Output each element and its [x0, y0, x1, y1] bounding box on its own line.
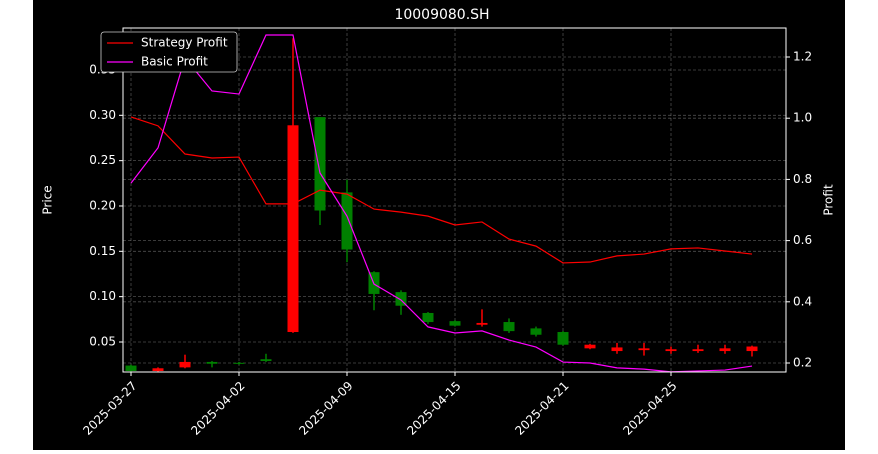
candle-body	[395, 292, 407, 306]
candle-body	[503, 322, 515, 332]
candle-body	[611, 347, 623, 352]
candle-body	[233, 362, 245, 364]
legend-label: Strategy Profit	[141, 36, 228, 50]
chart-title: 10009080.SH	[394, 7, 489, 23]
candle-body	[665, 349, 677, 352]
candle-body	[584, 344, 596, 349]
profit-line	[130, 34, 753, 373]
y-tick-label: 0.15	[89, 244, 116, 258]
candle-body	[692, 349, 704, 352]
legend-label: Basic Profit	[141, 55, 208, 69]
y-tick-label: 0.30	[89, 108, 116, 122]
candle-body	[287, 125, 299, 333]
candle-body	[125, 365, 137, 372]
candle-body	[638, 348, 650, 351]
y2-tick-label: 0.4	[793, 294, 812, 308]
candle-body	[422, 312, 434, 323]
candle-body	[179, 361, 191, 368]
candle-body	[314, 117, 326, 211]
candle-body	[260, 359, 272, 362]
figure-background	[33, 0, 845, 450]
y2-tick-label: 1.0	[793, 111, 812, 125]
candle-body	[746, 346, 758, 352]
y2-tick-label: 0.8	[793, 172, 812, 186]
y2-tick-label: 0.2	[793, 356, 812, 370]
candle-body	[449, 321, 461, 326]
axes-frame	[122, 27, 787, 373]
legend-box	[100, 31, 238, 73]
y2-tick-label: 1.2	[793, 50, 812, 64]
y-tick-label: 0.10	[89, 289, 116, 303]
y-axis-label: Price	[41, 185, 55, 214]
candle-body	[152, 368, 164, 372]
candle-body	[476, 322, 488, 325]
y-tick-label: 0.20	[89, 198, 116, 212]
candle-body	[530, 328, 542, 335]
profit-line	[130, 116, 753, 264]
y2-tick-label: 0.6	[793, 233, 812, 247]
candle-body	[341, 192, 353, 250]
y2-axis-label: Profit	[822, 184, 836, 216]
y-tick-label: 0.05	[89, 334, 116, 348]
candle-body	[557, 332, 569, 345]
candle-body	[719, 348, 731, 352]
y-tick-label: 0.25	[89, 153, 116, 167]
candle-body	[206, 361, 218, 364]
